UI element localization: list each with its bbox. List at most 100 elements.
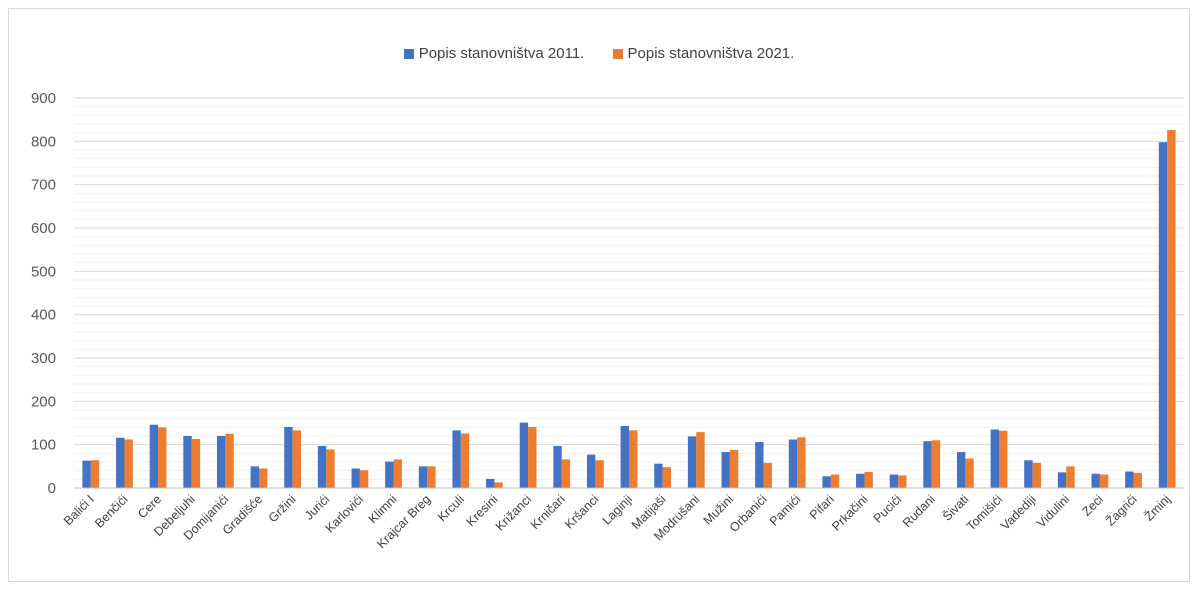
legend: Popis stanovništva 2011. Popis stanovniš…: [0, 44, 1198, 62]
bar-2011: [586, 454, 596, 488]
bar-2011: [385, 461, 394, 488]
bar-2021: [595, 460, 604, 488]
bar-2021: [999, 430, 1008, 488]
bar-2011: [755, 442, 764, 488]
x-tick-label: Benčići: [92, 492, 130, 530]
y-tick-label: 300: [31, 350, 56, 367]
y-tick-label: 700: [31, 177, 56, 194]
y-tick-label: 400: [31, 307, 56, 324]
bar-2011: [452, 430, 461, 488]
legend-swatch-2011: [403, 48, 414, 59]
bar-2011: [553, 445, 562, 488]
x-tick-label: Zeci: [1079, 492, 1106, 519]
x-tick-label: Vidulini: [1034, 492, 1072, 530]
bar-2011: [788, 439, 798, 488]
legend-item-2021: Popis stanovništva 2021.: [612, 44, 795, 62]
bar-2021: [965, 458, 974, 488]
x-tick-label: Rudani: [900, 492, 938, 530]
bar-2021: [326, 449, 335, 488]
y-tick-label: 800: [31, 133, 56, 150]
bars: [82, 130, 1176, 489]
bar-2011: [923, 441, 932, 488]
bar-2021: [662, 467, 672, 488]
bar-2011: [284, 426, 293, 488]
bar-2021: [158, 427, 167, 488]
bar-2021: [259, 468, 268, 488]
bar-2021: [931, 440, 941, 488]
bar-2011: [183, 436, 192, 488]
bar-2011: [116, 437, 125, 488]
bar-2021: [1099, 474, 1109, 488]
bar-2011: [519, 422, 529, 488]
bar-2021: [225, 433, 234, 488]
bar-2021: [898, 475, 907, 488]
bar-2011: [149, 424, 159, 488]
bar-2021: [1167, 130, 1176, 489]
y-tick-label: 600: [31, 220, 56, 237]
bar-2021: [427, 466, 436, 488]
bar-2021: [359, 470, 369, 488]
x-tick-label: Karlovići: [323, 492, 366, 535]
bar-2011: [956, 452, 966, 488]
bar-2011: [82, 460, 91, 488]
bar-2021: [393, 459, 402, 488]
x-tick-label: Krculi: [435, 492, 467, 524]
x-tick-label: Šivati: [939, 492, 971, 524]
x-tick-label: Kršanci: [562, 492, 601, 531]
axes: 0 100 200 300 400 500 600 700 800 900 Balići IBenč…: [31, 90, 1184, 551]
y-tick-label: 500: [31, 263, 56, 280]
legend-swatch-2021: [612, 48, 623, 59]
bar-2021: [763, 462, 772, 488]
x-tick-label: Cere: [135, 492, 164, 521]
bar-2021: [629, 430, 638, 488]
bar-2011: [351, 468, 360, 488]
bar-2021: [830, 474, 840, 488]
x-tick-label: Vadediji: [998, 492, 1039, 533]
bar-2011: [687, 436, 697, 488]
x-tick-label: Balići I: [61, 492, 97, 528]
y-tick-label: 0: [48, 480, 56, 497]
x-tick-label: Pamići: [767, 492, 803, 528]
legend-label-2021: Popis stanovništva 2021.: [627, 44, 795, 62]
bar-2011: [1057, 472, 1067, 488]
bar-2011: [856, 473, 865, 488]
x-tick-label: Prkačini: [829, 492, 870, 533]
bar-2011: [216, 436, 226, 488]
bar-2021: [561, 459, 571, 488]
bar-2021: [124, 439, 133, 488]
bar-2021: [864, 471, 873, 488]
bar-2011: [721, 452, 730, 488]
bar-2011: [654, 463, 663, 488]
bar-2021: [696, 432, 705, 488]
y-tick-label: 200: [31, 393, 56, 410]
bar-2021: [460, 433, 470, 488]
bar-2021: [494, 482, 503, 488]
x-tick-label: Pifari: [807, 492, 837, 522]
bar-2011: [620, 426, 629, 488]
x-tick-label: Gržini: [266, 492, 299, 525]
x-tick-label: Žagrići: [1103, 492, 1140, 529]
x-tick-label: Jurići: [302, 492, 333, 523]
bar-2011: [1091, 473, 1100, 488]
x-tick-label: Križanci: [493, 492, 534, 533]
bar-2011: [822, 476, 831, 488]
bar-2011: [1125, 471, 1134, 488]
bar-2021: [528, 426, 537, 488]
bar-2021: [1066, 466, 1075, 488]
bar-2011: [418, 466, 428, 488]
bar-2021: [1133, 472, 1142, 488]
x-tick-label: Krničari: [528, 492, 568, 532]
bar-2011: [486, 478, 495, 488]
bar-2021: [729, 449, 739, 488]
legend-item-2011: Popis stanovništva 2011.: [403, 45, 584, 62]
bar-2021: [191, 439, 201, 488]
y-tick-label: 100: [31, 437, 56, 454]
bar-2021: [90, 460, 100, 488]
bar-2011: [250, 466, 259, 488]
bar-2011: [317, 445, 327, 488]
bar-2021: [797, 437, 806, 488]
x-tick-label: Žminj: [1141, 492, 1173, 524]
bar-2011: [990, 429, 999, 488]
bar-2011: [889, 474, 899, 488]
